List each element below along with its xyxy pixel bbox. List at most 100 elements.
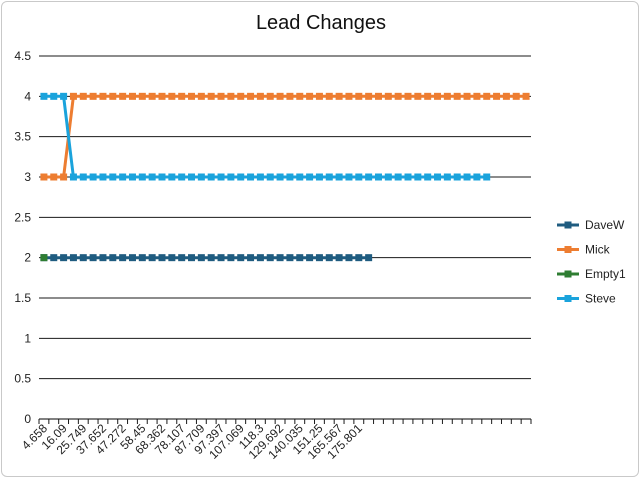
data-point-davew: [50, 254, 58, 262]
data-point-mick: [256, 92, 264, 100]
data-point-mick: [158, 92, 166, 100]
data-point-steve: [207, 173, 215, 181]
data-point-mick: [148, 92, 156, 100]
data-point-steve: [473, 173, 481, 181]
data-point-davew: [128, 254, 136, 262]
data-point-steve: [50, 92, 58, 100]
data-point-mick: [89, 92, 97, 100]
data-point-steve: [384, 173, 392, 181]
data-point-mick: [276, 92, 284, 100]
legend: DaveW Mick Empty1 Steve: [557, 218, 626, 306]
data-point-davew: [286, 254, 294, 262]
data-point-mick: [207, 92, 215, 100]
data-point-mick: [217, 92, 225, 100]
data-point-steve: [237, 173, 245, 181]
series-lines: [40, 92, 530, 262]
data-point-mick: [473, 92, 481, 100]
data-point-davew: [119, 254, 127, 262]
data-point-mick: [188, 92, 196, 100]
data-point-steve: [365, 173, 373, 181]
data-point-mick: [69, 92, 77, 100]
legend-marker: [564, 270, 572, 278]
gridlines: [39, 55, 531, 420]
data-point-davew: [315, 254, 323, 262]
data-point-steve: [404, 173, 412, 181]
data-point-mick: [40, 173, 48, 181]
data-point-mick: [335, 92, 343, 100]
data-point-mick: [50, 173, 58, 181]
y-axis-tick-labels: 0 0.5 1 1.5 2 2.5 3 3.5 4 4.5: [14, 49, 31, 426]
data-point-steve: [217, 173, 225, 181]
data-point-empty1: [40, 254, 48, 262]
legend-label: Steve: [585, 292, 616, 306]
data-point-davew: [345, 254, 353, 262]
data-point-mick: [237, 92, 245, 100]
data-point-davew: [335, 254, 343, 262]
legend-item-davew: DaveW: [557, 218, 625, 232]
data-point-mick: [443, 92, 451, 100]
data-point-steve: [463, 173, 471, 181]
data-point-mick: [138, 92, 146, 100]
data-point-mick: [325, 92, 333, 100]
data-point-mick: [404, 92, 412, 100]
y-tick-label: 0: [24, 412, 31, 426]
legend-item-empty1: Empty1: [557, 267, 626, 281]
data-point-steve: [443, 173, 451, 181]
data-point-davew: [227, 254, 235, 262]
y-tick-label: 2.5: [14, 210, 31, 224]
data-point-steve: [306, 173, 314, 181]
data-point-davew: [188, 254, 196, 262]
legend-label: Empty1: [585, 267, 626, 281]
y-tick-label: 2: [24, 251, 31, 265]
data-point-steve: [345, 173, 353, 181]
data-point-mick: [414, 92, 422, 100]
data-point-mick: [483, 92, 491, 100]
data-point-mick: [394, 92, 402, 100]
data-point-mick: [286, 92, 294, 100]
data-point-steve: [168, 173, 176, 181]
data-point-mick: [247, 92, 255, 100]
data-point-davew: [148, 254, 156, 262]
data-point-davew: [306, 254, 314, 262]
data-point-mick: [197, 92, 205, 100]
data-point-steve: [266, 173, 274, 181]
data-point-mick: [502, 92, 510, 100]
data-point-steve: [128, 173, 136, 181]
data-point-mick: [296, 92, 304, 100]
data-point-steve: [374, 173, 382, 181]
data-point-mick: [109, 92, 117, 100]
data-point-davew: [247, 254, 255, 262]
y-tick-label: 3.5: [14, 130, 31, 144]
data-point-davew: [207, 254, 215, 262]
legend-marker: [564, 295, 572, 302]
data-point-davew: [276, 254, 284, 262]
data-point-mick: [424, 92, 432, 100]
data-point-steve: [89, 173, 97, 181]
data-point-davew: [138, 254, 146, 262]
data-point-steve: [424, 173, 432, 181]
data-point-mick: [365, 92, 373, 100]
data-point-steve: [69, 173, 77, 181]
data-point-steve: [325, 173, 333, 181]
data-point-davew: [60, 254, 68, 262]
data-point-davew: [365, 254, 373, 262]
data-point-mick: [384, 92, 392, 100]
legend-marker: [564, 246, 572, 253]
data-point-mick: [119, 92, 127, 100]
data-point-steve: [256, 173, 264, 181]
data-point-steve: [79, 173, 87, 181]
legend-item-mick: Mick: [557, 243, 611, 257]
legend-marker: [564, 221, 572, 229]
data-point-steve: [60, 92, 68, 100]
data-point-steve: [247, 173, 255, 181]
data-point-davew: [325, 254, 333, 262]
data-point-davew: [197, 254, 205, 262]
data-point-steve: [40, 92, 48, 100]
legend-label: Mick: [585, 243, 611, 257]
y-tick-label: 1.5: [14, 291, 31, 305]
data-point-steve: [227, 173, 235, 181]
data-point-steve: [315, 173, 323, 181]
data-point-davew: [266, 254, 274, 262]
data-point-davew: [99, 254, 107, 262]
